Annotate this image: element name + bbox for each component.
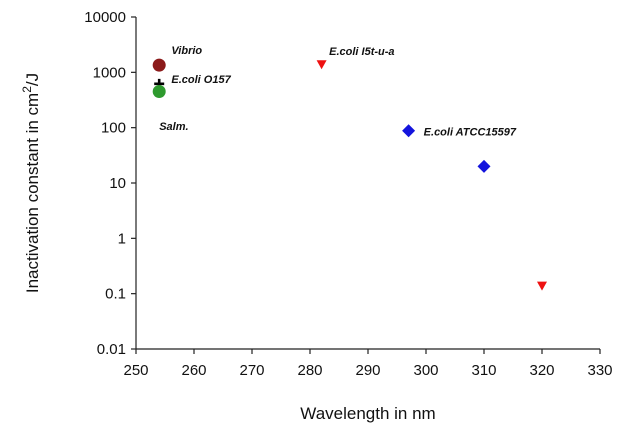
data-point-circle <box>152 85 166 99</box>
x-axis-title: Wavelength in nm <box>300 404 435 423</box>
annotation-label: E.coli O157 <box>171 74 231 86</box>
y-tick-label: 100 <box>101 120 126 137</box>
x-tick-label: 280 <box>297 362 322 379</box>
x-tick-label: 330 <box>587 362 612 379</box>
x-tick-label: 310 <box>471 362 496 379</box>
x-tick-label: 270 <box>239 362 264 379</box>
y-tick-label: 0.1 <box>105 286 126 303</box>
data-point-circle <box>152 58 166 72</box>
axes <box>135 17 600 350</box>
annotations: Vibrio E.coli O157 Salm. E.coli I5t-u-a E.co… <box>159 45 517 139</box>
y-axis-title-tail: /J <box>23 73 42 86</box>
data-points <box>152 58 547 291</box>
y-tick-label: 1000 <box>93 64 126 81</box>
data-point-triangle-down <box>316 60 327 70</box>
annotation-label: E.coli I5t-u-a <box>329 46 394 58</box>
x-tick-label: 250 <box>123 362 148 379</box>
y-tick-label: 0.01 <box>97 341 126 358</box>
y-tick-label: 10000 <box>84 9 126 26</box>
data-point-diamond <box>402 124 416 138</box>
y-axis-title-main: Inactivation constant in cm <box>23 93 42 293</box>
annotation-label: Vibrio <box>171 45 202 57</box>
x-ticks: 250 260 270 280 290 300 310 320 330 <box>123 349 613 379</box>
y-ticks: 0.01 0.1 1 10 100 1000 10000 <box>84 9 136 358</box>
x-tick-label: 260 <box>181 362 206 379</box>
data-point-diamond <box>477 159 491 173</box>
annotation-label: E.coli ATCC15597 <box>424 127 517 139</box>
x-tick-label: 290 <box>355 362 380 379</box>
y-axis-title: Inactivation constant in cm2/J <box>20 73 42 293</box>
y-axis-title-superscript: 2 <box>20 86 34 93</box>
x-tick-label: 320 <box>529 362 554 379</box>
y-tick-label: 10 <box>109 175 126 192</box>
annotation-label: Salm. <box>159 121 188 133</box>
y-tick-label: 1 <box>118 230 126 247</box>
data-point-triangle-down <box>537 281 547 291</box>
x-tick-label: 300 <box>413 362 438 379</box>
